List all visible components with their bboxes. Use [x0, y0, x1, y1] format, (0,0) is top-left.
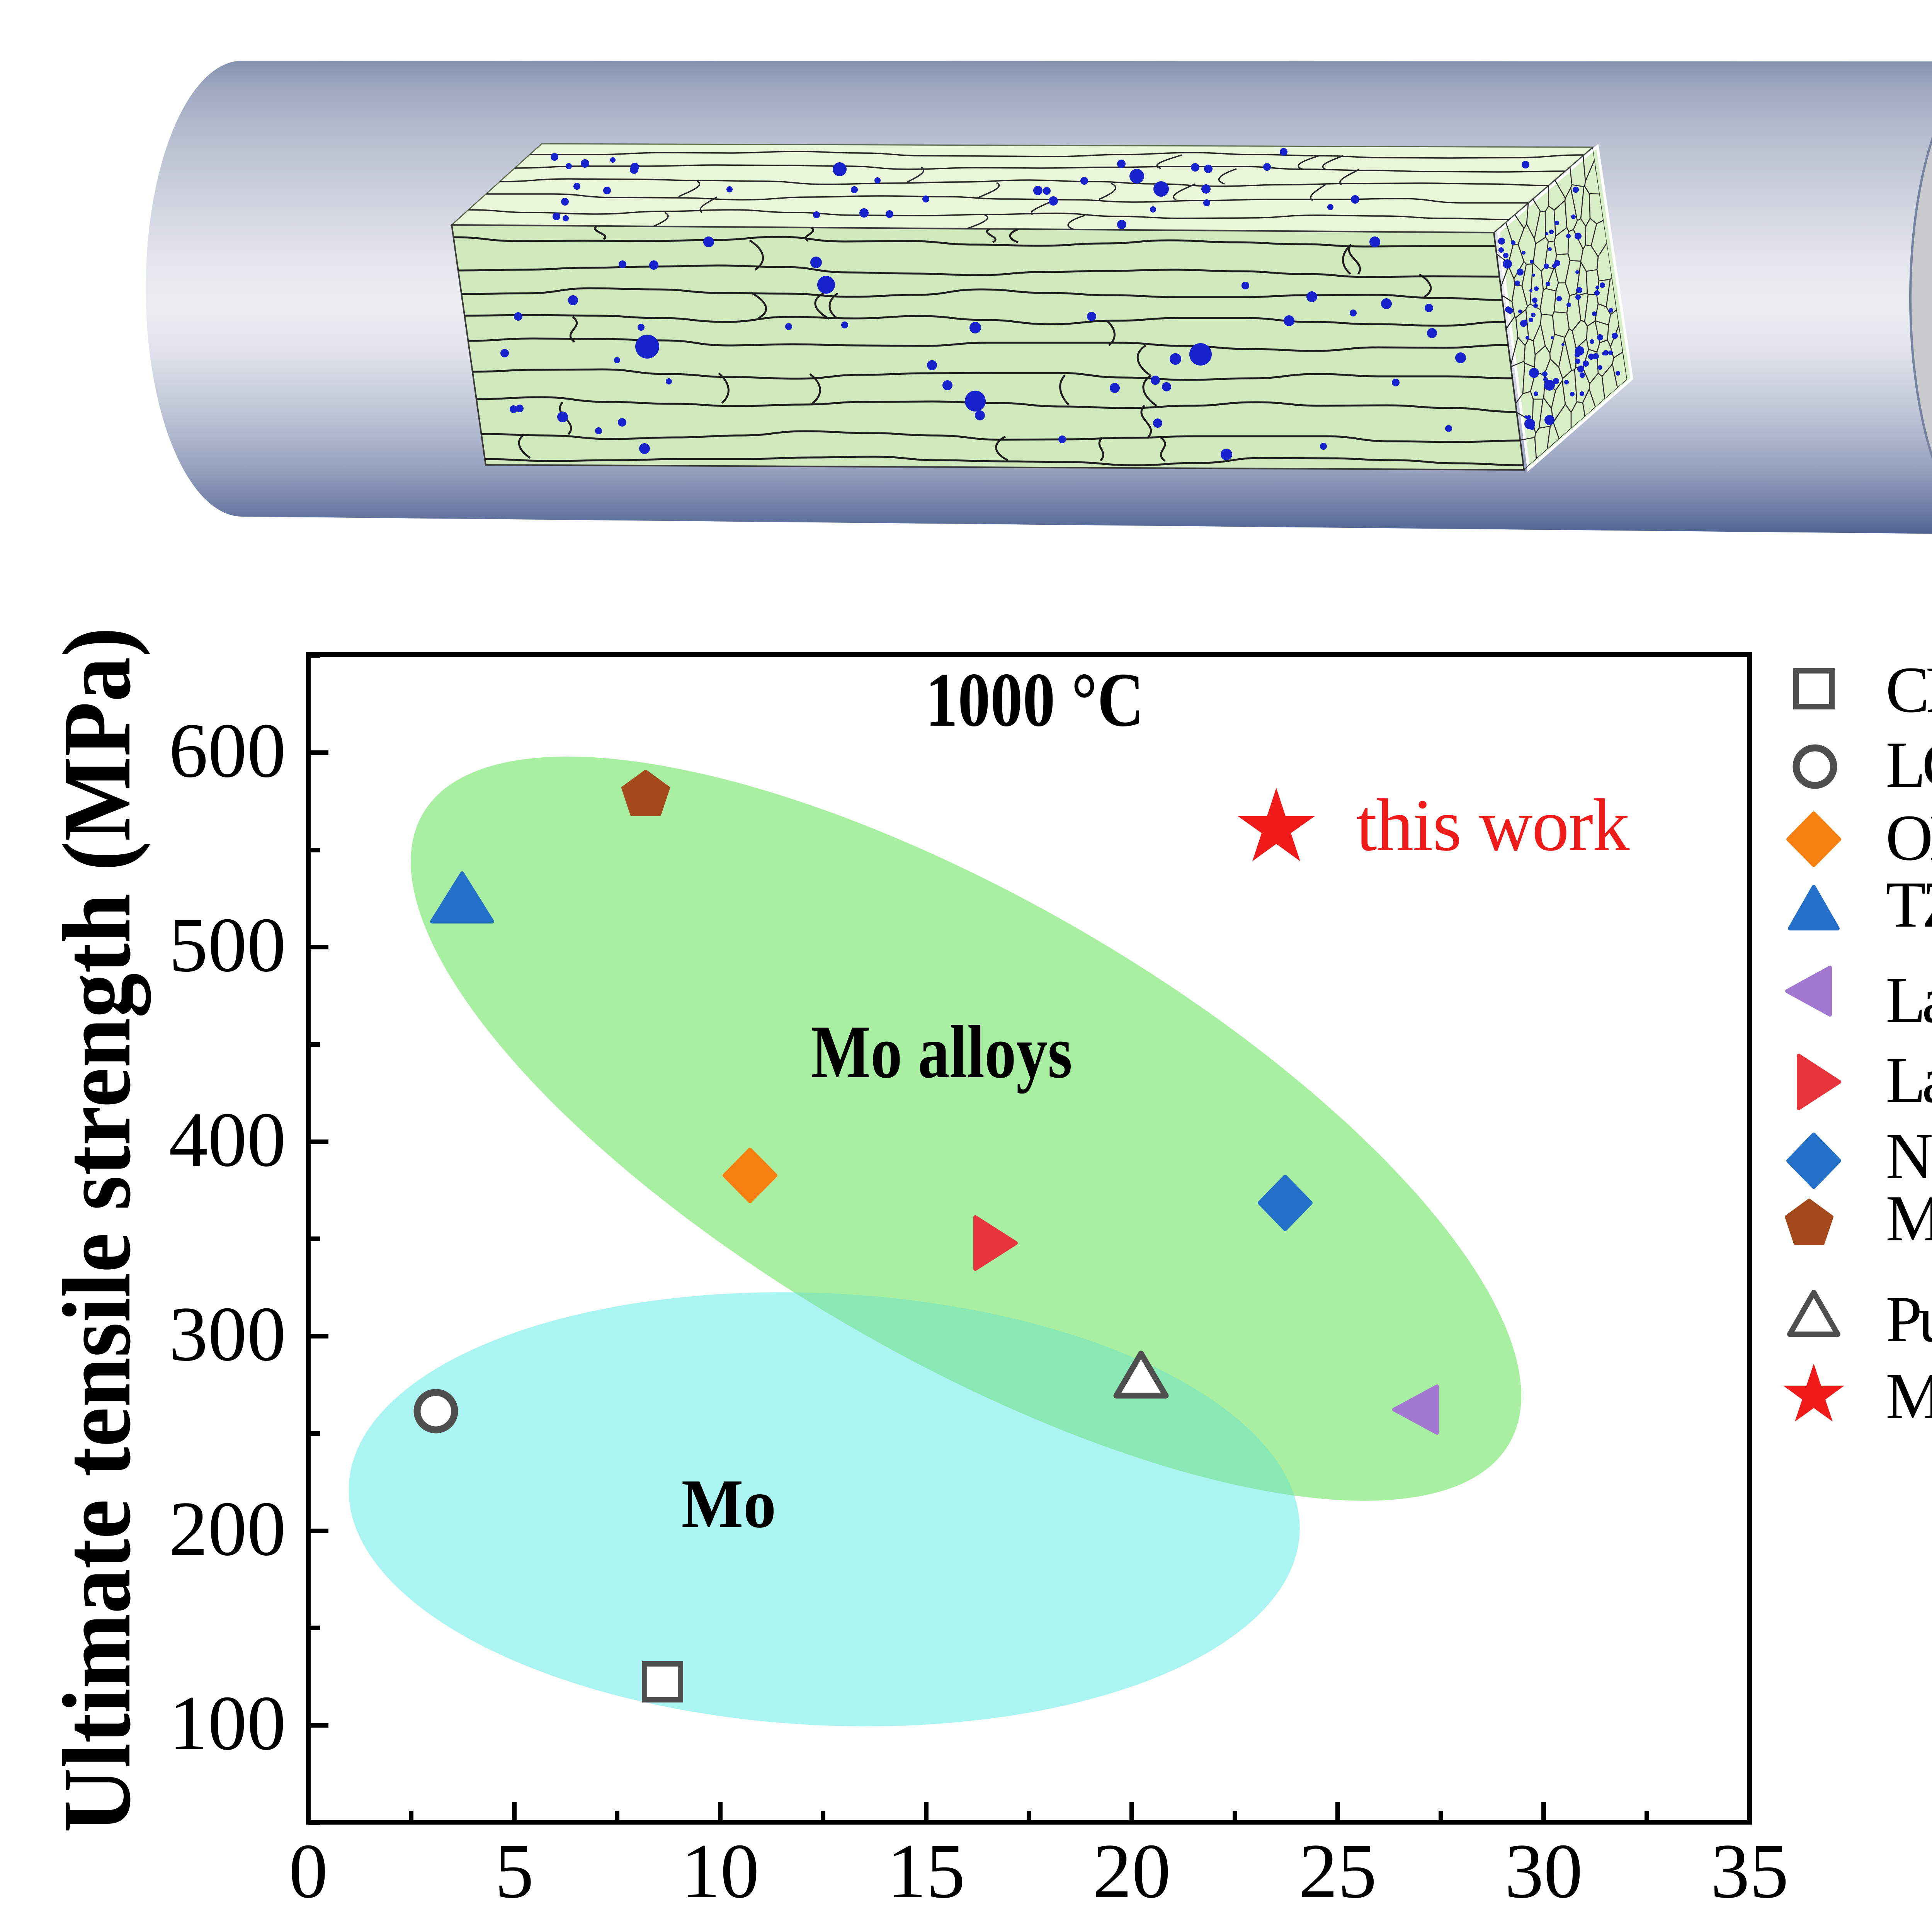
- svg-text:Ultimate tensile strength (MPa: Ultimate tensile strength (MPa): [43, 627, 151, 1833]
- svg-text:5: 5: [495, 1828, 534, 1914]
- svg-text:LCAC-Mo: LCAC-Mo: [1886, 728, 1932, 801]
- svg-text:25: 25: [1299, 1828, 1377, 1914]
- svg-text:Mo: Mo: [682, 1465, 776, 1542]
- svg-text:500: 500: [169, 901, 286, 988]
- svg-text:TZM: TZM: [1886, 868, 1932, 941]
- svg-text:400: 400: [169, 1096, 286, 1183]
- svg-text:0: 0: [289, 1828, 328, 1914]
- svg-text:Mo alloys: Mo alloys: [811, 1010, 1072, 1094]
- svg-text:La-TZM: La-TZM: [1886, 1044, 1932, 1116]
- svg-text:35: 35: [1711, 1828, 1789, 1914]
- svg-text:10: 10: [681, 1828, 759, 1914]
- svg-text:300: 300: [169, 1291, 286, 1377]
- svg-text:15: 15: [887, 1828, 965, 1914]
- svg-text:La2O3-TZM: La2O3-TZM: [1886, 964, 1932, 1051]
- svg-text:Pure-Mo: Pure-Mo: [1886, 1283, 1932, 1355]
- svg-text:NS-Mo: NS-Mo: [1886, 1120, 1932, 1192]
- svg-text:Mo-ZrC: Mo-ZrC: [1886, 1360, 1932, 1432]
- svg-text:600: 600: [169, 707, 286, 794]
- svg-text:ODS-Mo: ODS-Mo: [1886, 801, 1932, 874]
- svg-text:20: 20: [1093, 1828, 1171, 1914]
- svg-text:Mo-La2O3-ZrC: Mo-La2O3-ZrC: [1886, 1182, 1932, 1270]
- svg-text:100: 100: [169, 1680, 286, 1766]
- svg-text:200: 200: [169, 1485, 286, 1572]
- svg-text:Total elongation(%): Total elongation(%): [637, 1928, 1442, 1932]
- svg-text:this work: this work: [1356, 784, 1630, 866]
- svg-text:30: 30: [1505, 1828, 1583, 1914]
- svg-text:1000 °C: 1000 °C: [925, 657, 1144, 743]
- svg-text:CP-Mo: CP-Mo: [1886, 653, 1932, 726]
